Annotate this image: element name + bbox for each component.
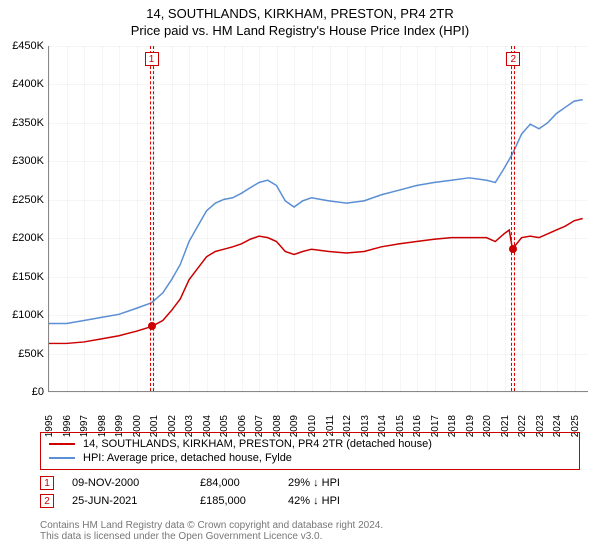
y-tick-label: £50K	[18, 348, 44, 360]
chart-lines	[49, 46, 588, 391]
sale-row-marker: 2	[40, 494, 54, 508]
y-tick-label: £300K	[12, 155, 44, 167]
sale-delta: 42% ↓ HPI	[288, 495, 340, 507]
y-axis: £0£50K£100K£150K£200K£250K£300K£350K£400…	[0, 46, 48, 392]
legend: 14, SOUTHLANDS, KIRKHAM, PRESTON, PR4 2T…	[40, 432, 580, 470]
y-tick-label: £250K	[12, 194, 44, 206]
page-subtitle: Price paid vs. HM Land Registry's House …	[0, 21, 600, 44]
footer-line: This data is licensed under the Open Gov…	[40, 531, 580, 542]
y-tick-label: £450K	[12, 40, 44, 52]
legend-swatch	[49, 457, 75, 459]
page-title: 14, SOUTHLANDS, KIRKHAM, PRESTON, PR4 2T…	[0, 0, 600, 21]
y-tick-label: £350K	[12, 117, 44, 129]
y-tick-label: £100K	[12, 309, 44, 321]
sales-table: 1 09-NOV-2000 £84,000 29% ↓ HPI 2 25-JUN-2021…	[40, 474, 580, 510]
legend-item: HPI: Average price, detached house, Fyld…	[49, 451, 571, 465]
footer: Contains HM Land Registry data © Crown c…	[40, 520, 580, 542]
legend-swatch	[49, 443, 75, 445]
sale-delta: 29% ↓ HPI	[288, 477, 340, 489]
sale-row: 1 09-NOV-2000 £84,000 29% ↓ HPI	[40, 474, 580, 492]
y-tick-label: £0	[32, 386, 44, 398]
sale-marker-label: 1	[145, 52, 159, 66]
y-tick-label: £200K	[12, 232, 44, 244]
chart: £0 £50K £100K £150K £200K £250K £300K £350K £400…	[0, 46, 600, 426]
sale-date: 25-JUN-2021	[72, 495, 182, 507]
y-tick-label: £150K	[12, 271, 44, 283]
footer-line: Contains HM Land Registry data © Crown c…	[40, 520, 580, 531]
legend-label: 14, SOUTHLANDS, KIRKHAM, PRESTON, PR4 2T…	[83, 438, 432, 450]
sale-row: 2 25-JUN-2021 £185,000 42% ↓ HPI	[40, 492, 580, 510]
plot-area: 12	[48, 46, 588, 392]
sale-price: £84,000	[200, 477, 270, 489]
sale-row-marker: 1	[40, 476, 54, 490]
sale-marker-band	[150, 46, 154, 391]
legend-item: 14, SOUTHLANDS, KIRKHAM, PRESTON, PR4 2T…	[49, 437, 571, 451]
sale-date: 09-NOV-2000	[72, 477, 182, 489]
sale-point	[148, 322, 156, 330]
legend-label: HPI: Average price, detached house, Fyld…	[83, 452, 292, 464]
sale-point	[509, 245, 517, 253]
series-line	[49, 100, 583, 324]
sale-marker-band	[511, 46, 515, 391]
sale-marker-label: 2	[506, 52, 520, 66]
y-tick-label: £400K	[12, 78, 44, 90]
x-axis: 1995199619971998199920002001200220032004…	[48, 392, 588, 426]
sale-price: £185,000	[200, 495, 270, 507]
